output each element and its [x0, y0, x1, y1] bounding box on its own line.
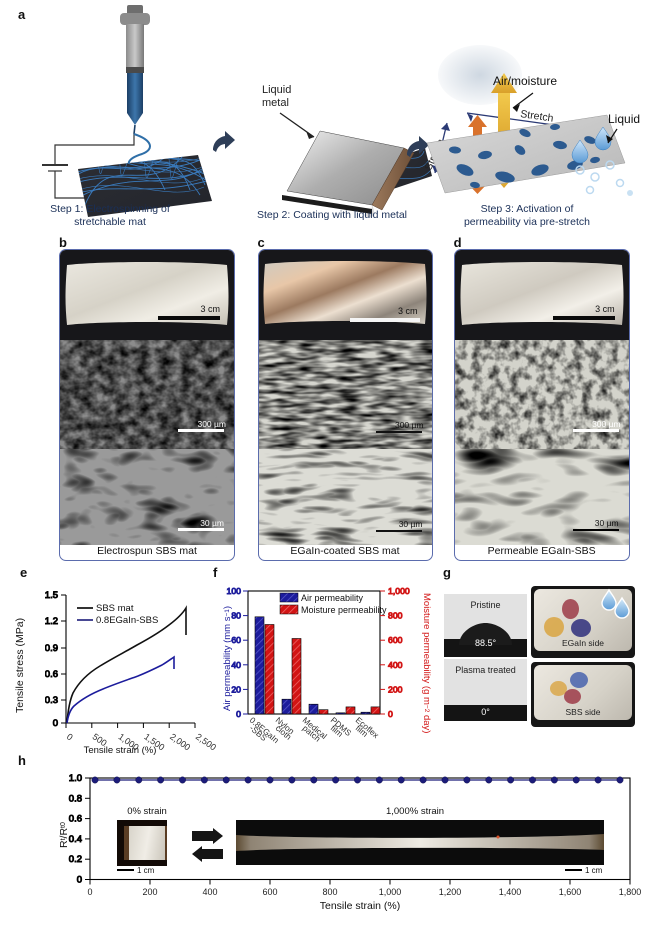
svg-text:0: 0: [87, 887, 92, 897]
svg-text:0.4: 0.4: [69, 834, 82, 845]
svg-text:600: 600: [262, 887, 277, 897]
svg-text:1,000: 1,000: [379, 887, 402, 897]
svg-text:800: 800: [322, 887, 337, 897]
svg-text:1,800: 1,800: [619, 887, 642, 897]
svg-text:1,400: 1,400: [499, 887, 522, 897]
svg-text:1.0: 1.0: [69, 773, 82, 784]
svg-text:0.8: 0.8: [69, 793, 82, 804]
svg-text:0.6: 0.6: [69, 814, 82, 825]
svg-text:400: 400: [202, 887, 217, 897]
svg-text:1,200: 1,200: [439, 887, 462, 897]
svg-text:0: 0: [77, 875, 82, 886]
svg-text:0.2: 0.2: [69, 854, 82, 865]
svg-text:1,600: 1,600: [559, 887, 582, 897]
svg-text:200: 200: [142, 887, 157, 897]
